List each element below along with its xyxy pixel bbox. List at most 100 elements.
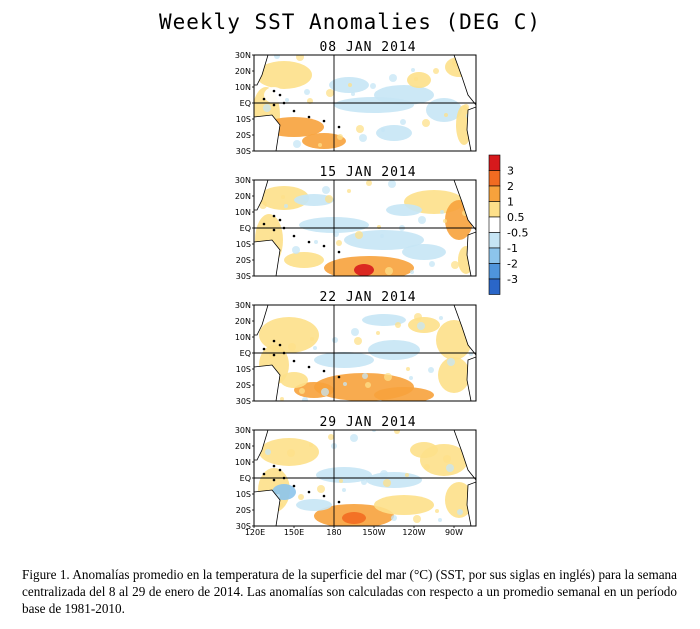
anomaly-speck <box>351 92 355 96</box>
anomaly-blob <box>344 230 424 250</box>
anomaly-speck <box>265 449 271 455</box>
anomaly-speck <box>424 464 430 470</box>
anomaly-blob <box>314 352 374 368</box>
lat-tick-label: 30S <box>236 272 251 281</box>
anomaly-speck <box>337 134 343 140</box>
anomaly-speck <box>313 346 317 350</box>
island <box>307 115 311 119</box>
anomaly-speck <box>443 455 451 463</box>
anomaly-speck <box>269 352 275 358</box>
lat-tick-label: 30N <box>235 301 251 310</box>
anomaly-speck <box>285 98 289 102</box>
island <box>278 468 282 472</box>
island <box>292 484 296 488</box>
colorbar-swatch <box>488 170 501 187</box>
anomaly-blob <box>354 264 374 276</box>
lat-tick-label: 30N <box>235 176 251 185</box>
lat-tick-label: 10S <box>236 365 251 374</box>
island <box>337 125 341 129</box>
anomaly-speck <box>438 518 442 522</box>
lon-tick-label: 150W <box>362 528 385 537</box>
anomaly-speck <box>361 479 367 485</box>
lat-tick-label: 20N <box>235 442 251 451</box>
anomaly-speck <box>383 479 391 487</box>
anomaly-speck <box>359 134 367 142</box>
anomaly-speck <box>347 189 351 193</box>
island <box>262 472 266 476</box>
panel-date-label: 29 JAN 2014 <box>319 415 416 430</box>
anomaly-speck <box>292 246 300 254</box>
anomaly-blob <box>316 467 372 483</box>
lat-tick-label: 10S <box>236 490 251 499</box>
colorbar-label: -3 <box>507 273 518 286</box>
lat-tick-label: 10N <box>235 208 251 217</box>
anomaly-speck <box>317 485 325 493</box>
anomaly-speck <box>376 331 380 335</box>
anomaly-speck <box>322 186 330 194</box>
anomaly-speck <box>439 316 443 320</box>
colorbar-label: -1 <box>507 242 518 255</box>
colorbar-swatch <box>488 185 501 202</box>
anomaly-speck <box>333 231 339 237</box>
anomaly-speck <box>287 449 295 457</box>
anomaly-speck <box>342 488 346 492</box>
anomaly-blob <box>264 87 284 103</box>
island <box>272 464 276 468</box>
land-outline <box>254 55 476 151</box>
lat-tick-label: 20N <box>235 67 251 76</box>
land-outline <box>254 430 476 526</box>
anomaly-speck <box>381 128 385 132</box>
anomaly-speck <box>328 434 334 440</box>
sst-map-panel: 15 JAN 2014 30N 20N 10N EQ 10S 20S 30S <box>235 165 477 281</box>
anomaly-speck <box>263 104 271 112</box>
island <box>278 218 282 222</box>
panel-date-label: 08 JAN 2014 <box>319 40 416 55</box>
island <box>272 478 276 482</box>
island <box>337 250 341 254</box>
lat-tick-label: 10S <box>236 115 251 124</box>
anomaly-speck <box>384 373 392 381</box>
anomaly-speck <box>457 509 463 515</box>
island <box>292 109 296 113</box>
anomaly-speck <box>440 210 444 214</box>
island <box>292 359 296 363</box>
anomaly-speck <box>422 119 430 127</box>
anomaly-speck <box>417 322 425 330</box>
anomaly-speck <box>409 376 413 380</box>
lat-tick-label: EQ <box>240 99 251 108</box>
anomaly-speck <box>447 358 455 366</box>
land-outline <box>254 180 476 276</box>
colorbar-label: 0.5 <box>507 211 525 224</box>
island <box>337 500 341 504</box>
anomaly-speck <box>380 470 388 478</box>
anomaly-speck <box>303 195 309 201</box>
anomaly-speck <box>299 388 305 394</box>
lat-tick-label: 30S <box>236 147 251 156</box>
anomaly-speck <box>435 509 439 513</box>
lat-tick-label: 20N <box>235 192 251 201</box>
anomaly-speck <box>388 180 396 188</box>
anomaly-speck <box>318 143 322 147</box>
anomaly-blob <box>376 125 412 141</box>
anomaly-speck <box>406 367 410 371</box>
island <box>337 375 341 379</box>
figure-title: Weekly SST Anomalies (DEG C) <box>158 10 541 34</box>
anomaly-speck <box>366 180 372 186</box>
anomaly-blob <box>334 97 414 113</box>
island <box>322 244 326 248</box>
anomaly-blob <box>438 357 470 393</box>
lat-tick-label: 20S <box>236 256 251 265</box>
anomaly-speck <box>463 104 469 110</box>
island <box>272 353 276 357</box>
anomaly-blob <box>284 252 324 268</box>
anomaly-blob <box>366 472 422 488</box>
anomaly-speck <box>385 267 393 275</box>
anomaly-speck <box>443 219 447 223</box>
lon-tick-label: 90W <box>445 528 463 537</box>
island <box>272 103 276 107</box>
colorbar-label: -0.5 <box>507 227 528 240</box>
anomaly-speck <box>288 343 296 351</box>
anomaly-speck <box>400 119 406 125</box>
anomaly-speck <box>274 55 280 59</box>
lat-tick-label: 30S <box>236 397 251 406</box>
